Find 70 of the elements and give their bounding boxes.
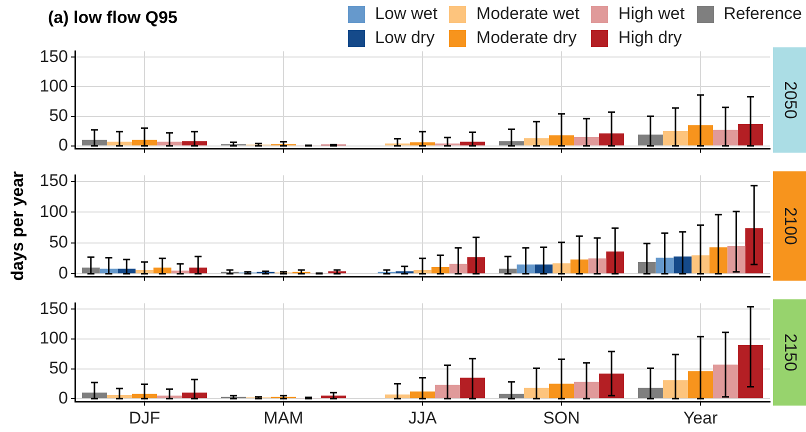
bar — [688, 125, 714, 146]
bar — [106, 395, 132, 398]
bar — [524, 138, 549, 146]
bar — [82, 392, 107, 398]
bar — [638, 262, 656, 274]
x-tick-label: JJA — [408, 408, 438, 428]
bar — [599, 374, 624, 398]
bar — [570, 260, 588, 274]
bar — [460, 378, 486, 398]
bar — [82, 140, 107, 146]
y-tick-label: 150 — [40, 298, 68, 318]
bar — [606, 252, 624, 274]
bar — [410, 391, 436, 398]
bar — [435, 384, 460, 398]
y-tick-label: 100 — [40, 76, 68, 96]
legend-label: High dry — [618, 28, 682, 48]
bar — [498, 141, 524, 146]
bar — [574, 136, 600, 146]
y-axis-title: days per year — [8, 170, 28, 283]
bar — [745, 228, 764, 274]
bar — [157, 396, 182, 398]
bar — [662, 131, 688, 146]
bar — [688, 371, 714, 398]
legend-label: Low dry — [375, 28, 435, 48]
bar — [638, 388, 663, 398]
bar — [599, 133, 624, 146]
bar — [574, 382, 600, 398]
y-tick-label: 0 — [58, 136, 68, 155]
bar — [662, 380, 688, 398]
bar — [738, 124, 764, 146]
text: 2150 — [780, 333, 800, 372]
y-tick-label: 0 — [58, 263, 68, 282]
text: 2100 — [780, 207, 800, 245]
legend-label: Moderate wet — [476, 4, 580, 24]
bar — [674, 256, 692, 274]
bar — [182, 392, 208, 398]
legend-label: Low wet — [375, 4, 438, 24]
bar — [638, 134, 663, 146]
bar — [709, 247, 728, 274]
chart-title: (a) low flow Q95 — [48, 8, 178, 28]
bar — [153, 268, 172, 274]
x-tick-label: DJF — [128, 408, 160, 428]
bar — [713, 364, 738, 398]
x-tick-label: Year — [683, 408, 718, 428]
legend-label: High wet — [618, 4, 685, 24]
y-tick-label: 100 — [40, 202, 68, 221]
bar — [534, 264, 553, 274]
y-tick-label: 150 — [40, 46, 68, 66]
bar — [713, 130, 738, 146]
x-tick-label: SON — [543, 408, 580, 428]
y-tick-label: 100 — [40, 328, 68, 348]
bar — [132, 140, 158, 146]
y-tick-label: 50 — [49, 106, 68, 125]
bar — [524, 388, 549, 398]
bar — [738, 344, 764, 398]
bar — [548, 384, 574, 398]
bar — [321, 396, 346, 398]
legend-label: Reference — [724, 4, 802, 24]
x-tick-label: MAM — [264, 408, 304, 428]
text: 2050 — [780, 81, 800, 119]
bar — [189, 268, 208, 274]
y-tick-label: 0 — [58, 388, 68, 408]
bar — [82, 268, 100, 274]
y-tick-label: 50 — [49, 358, 68, 378]
bar — [548, 135, 574, 146]
bar — [467, 257, 486, 274]
bar — [692, 255, 710, 274]
y-tick-label: 50 — [49, 232, 68, 252]
legend-label: Moderate dry — [476, 28, 577, 48]
y-tick-label: 150 — [40, 171, 68, 190]
